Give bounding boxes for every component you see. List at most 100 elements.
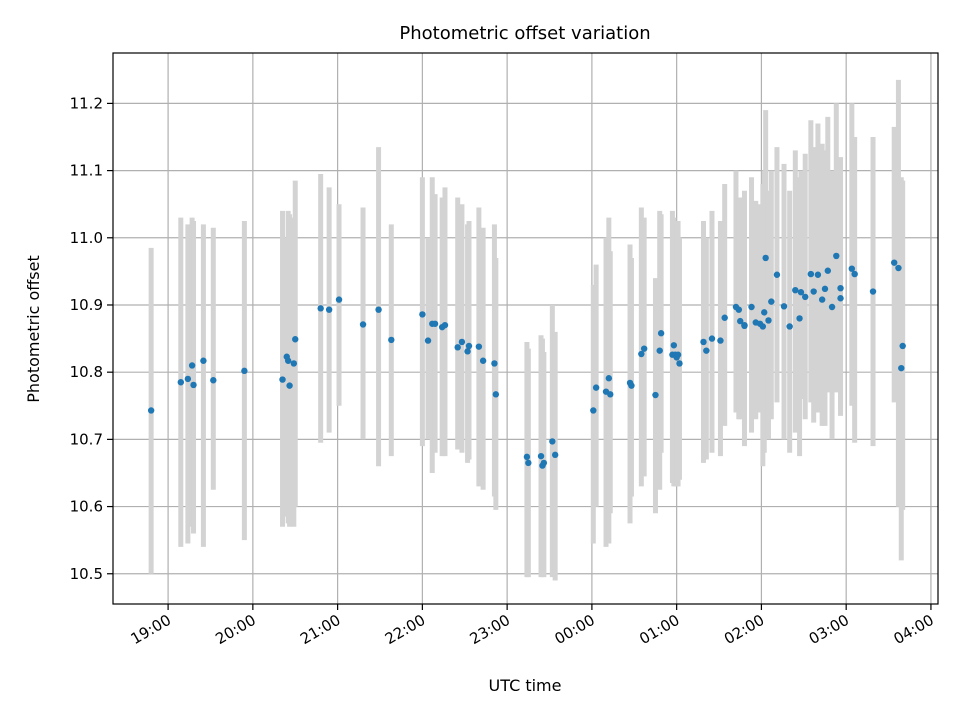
data-point bbox=[792, 286, 799, 294]
data-point bbox=[540, 459, 548, 467]
data-point bbox=[491, 360, 498, 367]
data-point bbox=[188, 362, 196, 369]
data-point bbox=[592, 384, 600, 391]
data-point bbox=[735, 306, 743, 313]
data-point bbox=[674, 351, 682, 358]
data-point bbox=[748, 303, 755, 311]
data-point bbox=[797, 289, 805, 296]
data-point bbox=[464, 348, 471, 355]
data-point bbox=[717, 337, 724, 344]
y-tick-label: 10.5 bbox=[70, 565, 103, 583]
data-point bbox=[537, 452, 545, 460]
data-point bbox=[525, 459, 532, 467]
data-points bbox=[147, 252, 906, 469]
data-point bbox=[492, 391, 500, 398]
data-point bbox=[284, 357, 292, 364]
x-axis-label: UTC time bbox=[489, 676, 562, 695]
data-point bbox=[657, 330, 665, 337]
data-point bbox=[786, 323, 793, 330]
data-point bbox=[833, 252, 840, 260]
data-point bbox=[741, 321, 748, 329]
data-point bbox=[818, 296, 826, 303]
y-tick-label: 11.1 bbox=[70, 162, 103, 180]
data-point bbox=[388, 336, 395, 344]
data-point bbox=[523, 453, 531, 461]
y-tick-label: 10.7 bbox=[70, 430, 103, 448]
data-point bbox=[458, 338, 466, 346]
chart-title: Photometric offset variation bbox=[399, 23, 650, 44]
data-point bbox=[837, 295, 844, 302]
data-point bbox=[656, 347, 663, 354]
data-point bbox=[652, 391, 659, 399]
data-point bbox=[551, 451, 559, 459]
data-point bbox=[821, 285, 829, 293]
data-point bbox=[670, 342, 678, 349]
data-point bbox=[290, 360, 298, 367]
data-point bbox=[628, 382, 635, 389]
y-axis-ticks: 10.5 10.6 10.7 10.8 10.9 11.0 11.1 11.2 bbox=[70, 94, 113, 583]
data-point bbox=[640, 345, 648, 352]
data-point bbox=[454, 344, 461, 351]
data-point bbox=[190, 381, 197, 389]
data-point bbox=[605, 375, 613, 382]
y-tick-label: 10.9 bbox=[70, 296, 103, 314]
data-point bbox=[549, 438, 556, 445]
data-point bbox=[335, 296, 343, 303]
data-point bbox=[638, 350, 645, 358]
data-point bbox=[419, 311, 426, 318]
data-point bbox=[184, 375, 192, 383]
y-axis-label: Photometric offset bbox=[24, 255, 43, 403]
data-point bbox=[814, 271, 822, 278]
data-point bbox=[762, 254, 769, 262]
data-point bbox=[590, 407, 597, 414]
data-point bbox=[431, 320, 439, 327]
data-point bbox=[292, 336, 299, 343]
data-point bbox=[676, 360, 683, 367]
data-point bbox=[375, 306, 382, 313]
data-point bbox=[807, 270, 815, 278]
data-point bbox=[765, 317, 772, 324]
y-tick-label: 11.0 bbox=[70, 229, 103, 247]
data-point bbox=[475, 343, 483, 350]
data-point bbox=[708, 335, 716, 342]
data-point bbox=[317, 305, 324, 312]
data-point bbox=[891, 259, 898, 266]
data-point bbox=[479, 357, 487, 364]
data-point bbox=[899, 342, 906, 350]
data-point bbox=[200, 357, 207, 364]
data-point bbox=[210, 377, 217, 384]
plot-frame bbox=[112, 52, 939, 605]
data-point bbox=[780, 303, 788, 310]
data-point bbox=[721, 314, 728, 321]
data-point bbox=[810, 288, 817, 295]
y-tick-label: 10.6 bbox=[70, 498, 103, 516]
data-point bbox=[177, 379, 185, 386]
data-point bbox=[325, 306, 333, 313]
data-point bbox=[147, 407, 155, 414]
data-point bbox=[848, 265, 856, 272]
data-point bbox=[869, 288, 877, 295]
data-point bbox=[424, 337, 432, 344]
data-point bbox=[851, 270, 858, 278]
data-point bbox=[703, 347, 710, 354]
data-point bbox=[441, 321, 449, 329]
data-point bbox=[895, 264, 902, 272]
y-tick-label: 11.2 bbox=[70, 94, 103, 112]
data-point bbox=[279, 376, 286, 383]
y-tick-label: 10.8 bbox=[70, 363, 103, 381]
data-point bbox=[898, 364, 905, 372]
data-point bbox=[824, 267, 832, 274]
data-point bbox=[359, 321, 367, 328]
data-point bbox=[802, 293, 809, 301]
data-point bbox=[761, 309, 768, 316]
data-point bbox=[241, 367, 248, 375]
data-point bbox=[773, 271, 781, 278]
data-point bbox=[286, 382, 293, 389]
data-point bbox=[828, 303, 836, 311]
data-point bbox=[465, 342, 473, 350]
data-point bbox=[759, 323, 767, 330]
data-point bbox=[607, 391, 614, 398]
data-point bbox=[700, 338, 707, 346]
